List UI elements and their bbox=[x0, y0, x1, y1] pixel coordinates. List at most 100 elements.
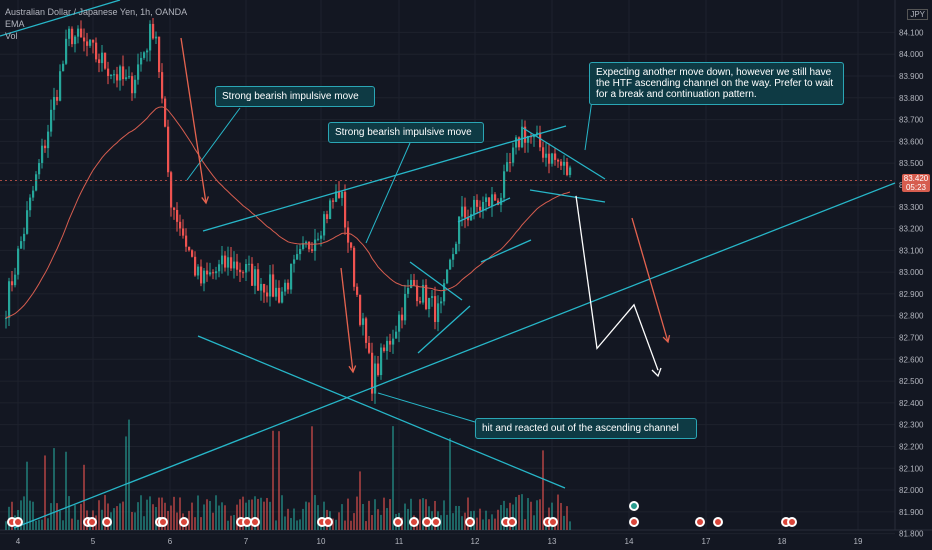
candle-body bbox=[254, 269, 257, 286]
volume-bar bbox=[206, 499, 208, 530]
y-tick-label: 83.900 bbox=[899, 72, 924, 81]
candle-body bbox=[365, 318, 368, 343]
y-tick-label: 82.600 bbox=[899, 355, 924, 364]
candle-body bbox=[524, 126, 527, 143]
trendline bbox=[480, 239, 532, 263]
volume-indicator-label[interactable]: Vol bbox=[5, 31, 18, 41]
volume-bar bbox=[116, 506, 118, 530]
volume-bar bbox=[212, 512, 214, 530]
volume-bar bbox=[410, 498, 412, 530]
candle-body bbox=[197, 266, 200, 276]
candle-body bbox=[362, 318, 365, 325]
candle-body bbox=[536, 132, 539, 135]
candle-body bbox=[185, 235, 188, 247]
event-marker-dot bbox=[509, 519, 515, 525]
candle-body bbox=[503, 171, 506, 198]
volume-bar bbox=[455, 505, 457, 530]
candle-body bbox=[476, 199, 479, 207]
trendline bbox=[13, 182, 896, 529]
candle-body bbox=[470, 214, 473, 221]
volume-bar bbox=[167, 510, 169, 530]
candle-body bbox=[167, 126, 170, 173]
volume-bar bbox=[509, 502, 511, 530]
candle-body bbox=[125, 77, 128, 80]
candle-body bbox=[305, 241, 308, 244]
volume-bar bbox=[341, 504, 343, 530]
event-marker-dot bbox=[697, 519, 703, 525]
volume-bar bbox=[287, 508, 289, 530]
callout-bearish-move-1[interactable]: Strong bearish impulsive move bbox=[215, 86, 375, 107]
candle-body bbox=[386, 340, 389, 351]
volume-bar bbox=[272, 430, 274, 530]
candle-body bbox=[182, 228, 185, 236]
volume-bar bbox=[383, 497, 385, 530]
candle-body bbox=[161, 72, 164, 99]
candle-body bbox=[260, 283, 263, 291]
volume-bar bbox=[422, 498, 424, 530]
candle-body bbox=[101, 52, 104, 64]
y-tick-label: 83.100 bbox=[899, 246, 924, 255]
callout-pointer bbox=[377, 392, 476, 423]
volume-bar bbox=[542, 450, 544, 530]
volume-bar bbox=[479, 508, 481, 530]
bearish-arrowhead bbox=[348, 365, 357, 374]
candle-body bbox=[398, 314, 401, 332]
volume-bar bbox=[107, 503, 109, 530]
candle-body bbox=[353, 247, 356, 287]
candle-body bbox=[443, 283, 446, 302]
symbol-title[interactable]: Australian Dollar / Japanese Yen, 1h, OA… bbox=[5, 7, 188, 17]
candle-body bbox=[77, 28, 80, 37]
volume-bar bbox=[83, 464, 85, 530]
candle-body bbox=[80, 28, 83, 38]
projection-path bbox=[575, 195, 659, 371]
candle-body bbox=[44, 145, 47, 149]
volume-bar bbox=[569, 521, 571, 530]
y-tick-label: 83.000 bbox=[899, 268, 924, 277]
volume-bar bbox=[251, 499, 253, 530]
candle-body bbox=[20, 241, 23, 249]
candle-body bbox=[368, 342, 371, 353]
volume-bar bbox=[293, 508, 295, 530]
ema-indicator-label[interactable]: EMA bbox=[5, 19, 25, 29]
callout-channel-reaction[interactable]: hit and reacted out of the ascending cha… bbox=[475, 418, 697, 439]
candle-body bbox=[299, 248, 302, 255]
y-tick-label: 82.000 bbox=[899, 486, 924, 495]
candle-body bbox=[359, 294, 362, 325]
candle-body bbox=[317, 238, 320, 240]
candle-body bbox=[446, 269, 449, 284]
volume-bar bbox=[566, 506, 568, 530]
candle-body bbox=[290, 263, 293, 290]
candle-body bbox=[545, 153, 548, 158]
candle-body bbox=[329, 200, 332, 220]
event-marker-dot bbox=[411, 519, 417, 525]
callout-expectation[interactable]: Expecting another move down, however we … bbox=[589, 62, 844, 105]
volume-bar bbox=[263, 501, 265, 530]
candle-body bbox=[143, 52, 146, 58]
y-tick-label: 82.100 bbox=[899, 464, 924, 473]
volume-bar bbox=[482, 519, 484, 530]
volume-bar bbox=[29, 500, 31, 530]
x-tick-label: 12 bbox=[471, 537, 480, 546]
volume-bar bbox=[362, 504, 364, 530]
x-tick-label: 17 bbox=[702, 537, 711, 546]
candle-body bbox=[431, 296, 434, 298]
volume-bar bbox=[524, 519, 526, 530]
candle-body bbox=[392, 338, 395, 345]
candle-body bbox=[458, 216, 461, 244]
candle-body bbox=[170, 172, 173, 208]
volume-bar bbox=[335, 519, 337, 530]
volume-bar bbox=[98, 500, 100, 530]
candle-body bbox=[239, 269, 242, 273]
candle-body bbox=[272, 274, 275, 297]
candle-body bbox=[155, 36, 158, 39]
candle-body bbox=[488, 197, 491, 207]
candle-body bbox=[248, 263, 251, 265]
trendline bbox=[457, 197, 511, 223]
volume-bar bbox=[200, 517, 202, 530]
callout-bearish-move-2[interactable]: Strong bearish impulsive move bbox=[328, 122, 484, 143]
volume-bar bbox=[518, 494, 520, 530]
callout-pointer bbox=[186, 107, 241, 181]
volume-bar bbox=[446, 514, 448, 530]
candle-body bbox=[206, 270, 209, 275]
y-tick-label: 82.900 bbox=[899, 290, 924, 299]
